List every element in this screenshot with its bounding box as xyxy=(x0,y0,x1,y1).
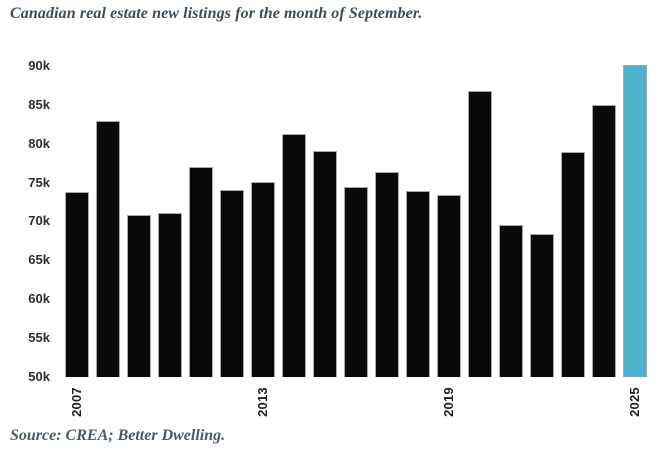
y-tick-label-60k: 60k xyxy=(28,291,50,306)
y-tick-label-85k: 85k xyxy=(28,97,50,112)
bar-2017 xyxy=(375,172,399,377)
bar-2012 xyxy=(220,190,244,377)
bar-2015 xyxy=(313,151,337,377)
y-tick-label-75k: 75k xyxy=(28,175,50,190)
plot-area xyxy=(65,55,647,377)
bar-2024 xyxy=(592,105,616,377)
chart-title: Canadian real estate new listings for th… xyxy=(10,5,423,22)
x-tick-label-2019: 2019 xyxy=(441,387,456,417)
bar-2020 xyxy=(468,91,492,377)
bar-2008 xyxy=(96,121,120,377)
y-axis: 50k 55k 60k 65k 70k 75k 80k 85k 90k xyxy=(0,0,50,450)
bar-2011 xyxy=(189,167,213,377)
x-tick-label-2013: 2013 xyxy=(255,387,270,417)
bar-2016 xyxy=(344,187,368,377)
bar-2010 xyxy=(158,213,182,377)
y-tick-label-50k: 50k xyxy=(28,369,50,384)
bar-2013 xyxy=(251,182,275,377)
y-tick-label-90k: 90k xyxy=(28,58,50,73)
y-tick-label-80k: 80k xyxy=(28,136,50,151)
bar-2014 xyxy=(282,134,306,377)
bar-highlight-2025 xyxy=(623,65,647,377)
bar-2023 xyxy=(561,152,585,377)
bar-2021 xyxy=(499,225,523,377)
bar-2018 xyxy=(406,191,430,377)
x-tick-label-2007: 2007 xyxy=(69,387,84,417)
bar-2022 xyxy=(530,234,554,377)
bar-2019 xyxy=(437,195,461,377)
y-tick-label-55k: 55k xyxy=(28,330,50,345)
source-note: Source: CREA; Better Dwelling. xyxy=(10,427,226,444)
bar-2009 xyxy=(127,215,151,377)
y-tick-label-70k: 70k xyxy=(28,213,50,228)
bar-2007 xyxy=(65,192,89,377)
x-tick-label-2025: 2025 xyxy=(627,387,642,417)
y-tick-label-65k: 65k xyxy=(28,252,50,267)
